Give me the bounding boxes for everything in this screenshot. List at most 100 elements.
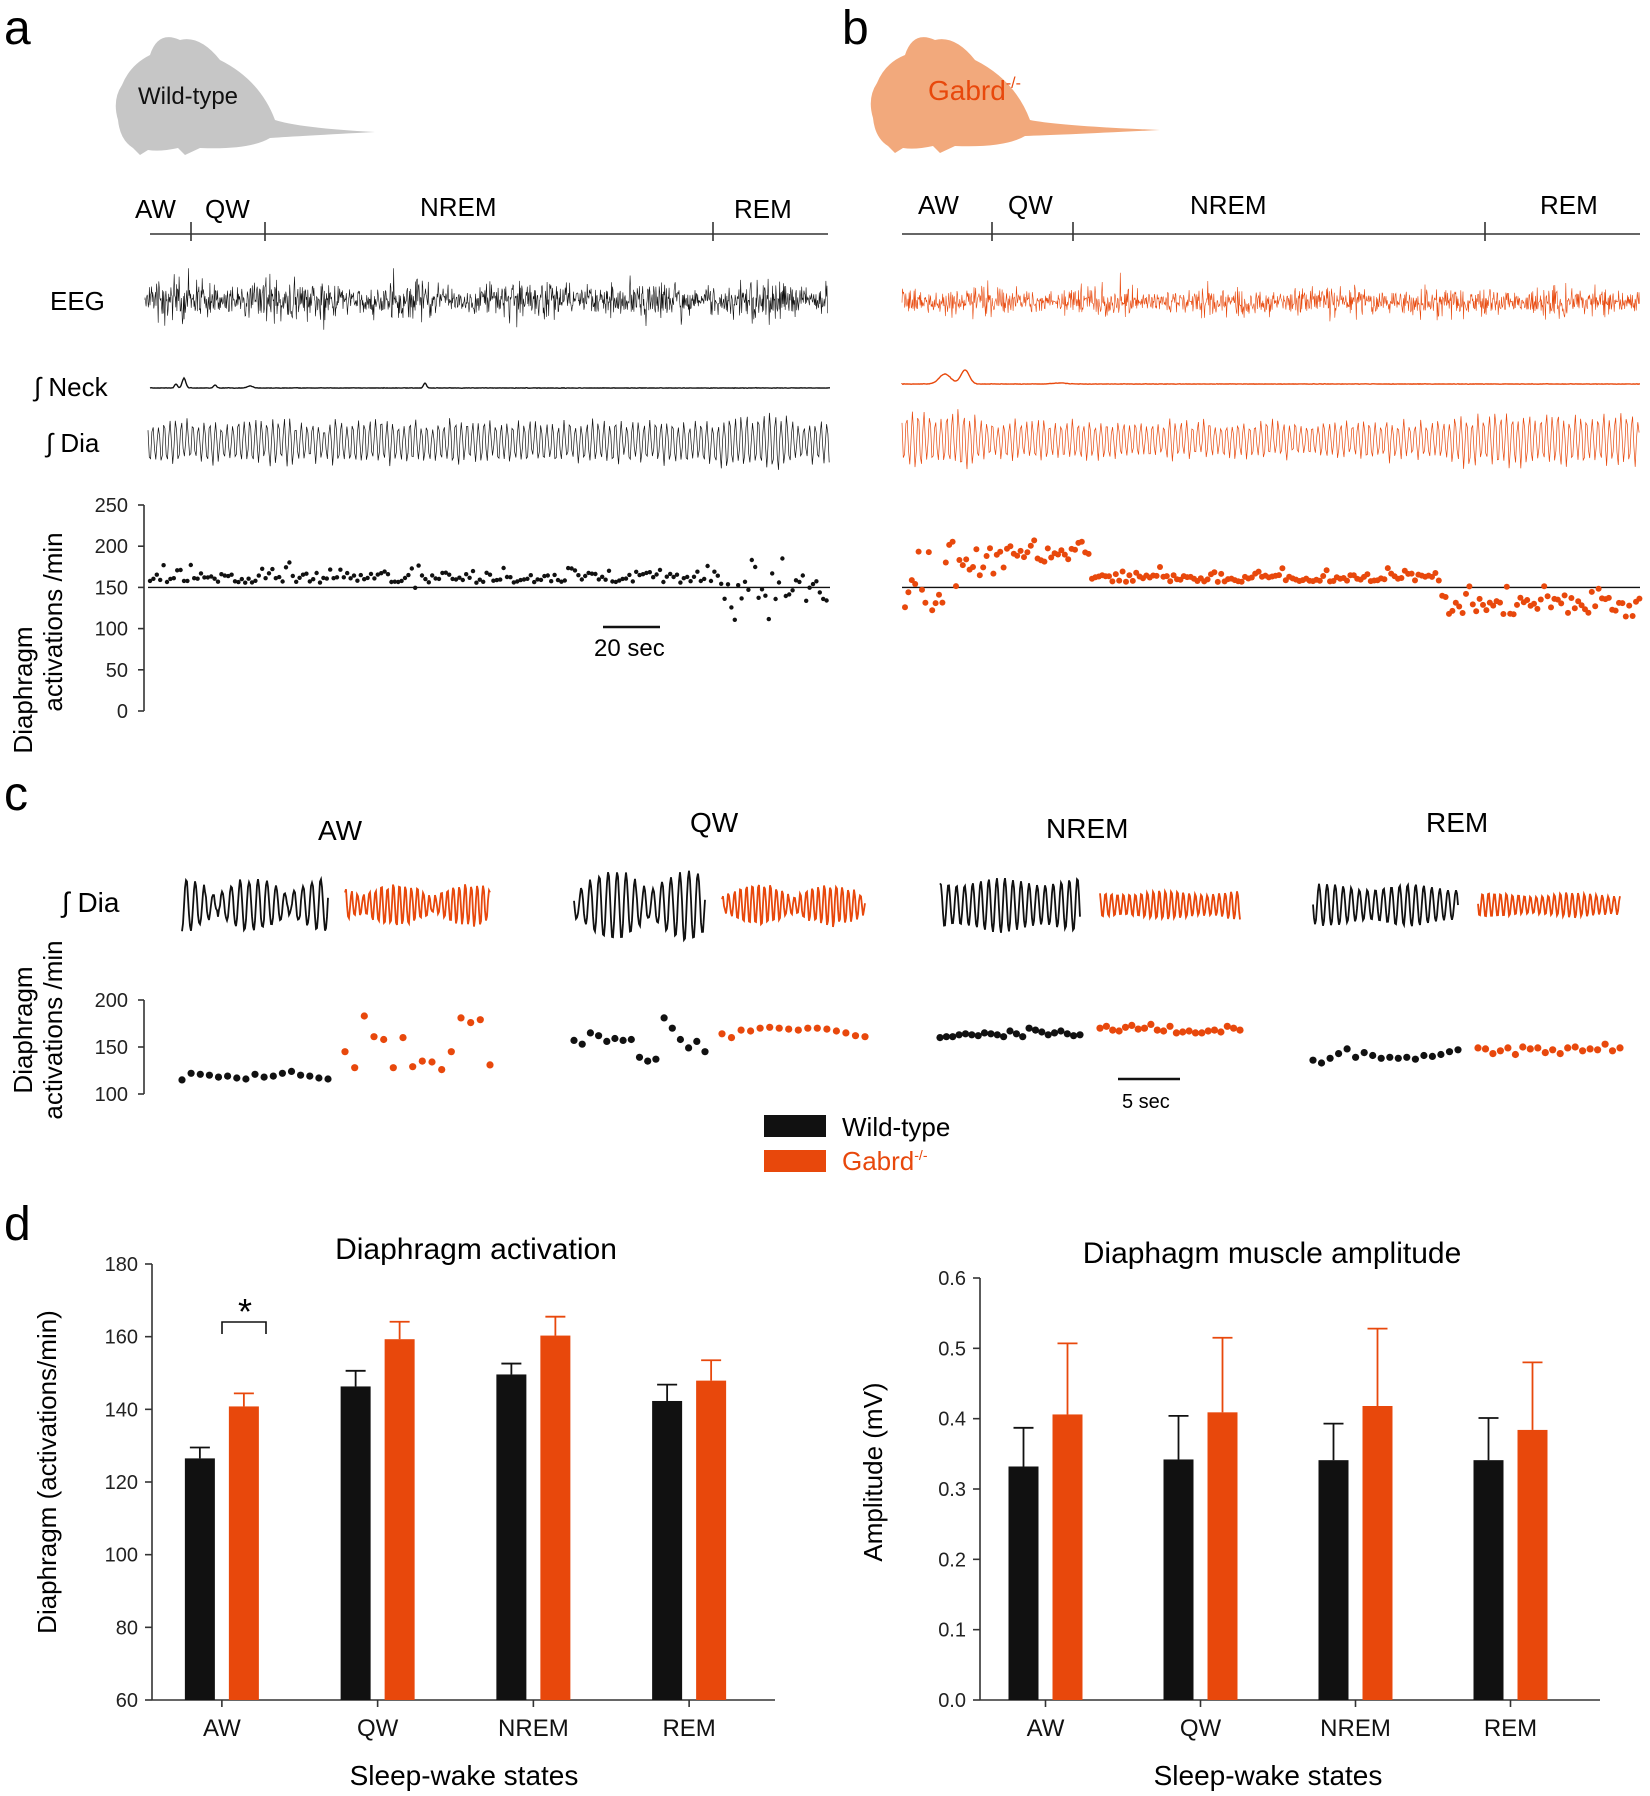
rate-point <box>1024 549 1031 556</box>
rate-c-point-aw-wt <box>315 1074 323 1082</box>
rate-point <box>644 570 649 576</box>
rate-point <box>178 567 183 573</box>
rate-point <box>192 576 197 581</box>
timeline-a <box>150 222 828 241</box>
gabrd-mouse-label-base: Gabrd <box>928 75 1006 106</box>
rate-c-point-nrem-wt <box>1019 1033 1027 1041</box>
rate-point <box>596 577 601 582</box>
rate-point <box>1000 564 1007 571</box>
rate-c-point-rem-ko <box>1481 1045 1490 1053</box>
rate-point <box>1561 592 1568 599</box>
dia-label-c: ∫ Dia <box>60 887 120 918</box>
rate-point <box>664 574 669 579</box>
rate-c-point-aw-ko <box>428 1058 436 1066</box>
dia-trace-c-qw-wt <box>573 870 706 943</box>
rate-c-point-qw-wt <box>693 1037 701 1045</box>
rate-point <box>1238 578 1245 585</box>
rate-point <box>695 569 700 574</box>
rate-point <box>1320 573 1327 579</box>
rate-point <box>749 557 754 563</box>
rate-ytick-label: 0 <box>117 701 128 723</box>
rate-c-point-nrem-ko <box>1179 1028 1187 1036</box>
rate-c-point-qw-ko <box>766 1023 774 1031</box>
rate-point <box>1466 583 1473 590</box>
rate-point <box>1578 602 1585 609</box>
rate-point <box>402 575 408 581</box>
rate-c-point-nrem-ko <box>1153 1026 1161 1034</box>
rate-c-point-qw-ko <box>747 1027 755 1035</box>
rate-c-point-nrem-ko <box>1096 1024 1104 1032</box>
bar-qw-wildtype <box>340 1386 371 1700</box>
scale-bar-a-label: 20 sec <box>594 635 665 662</box>
rate-point <box>341 575 346 580</box>
rate-c-point-rem-ko <box>1608 1047 1617 1055</box>
rate-point <box>171 576 176 581</box>
rate-point <box>1106 573 1112 580</box>
rate-point <box>1048 554 1055 561</box>
rate-c-point-nrem-ko <box>1217 1028 1225 1036</box>
rate-point <box>562 578 567 583</box>
rate-point <box>719 581 724 586</box>
rate-point <box>219 572 224 577</box>
rate-c-point-qw-ko <box>823 1025 831 1033</box>
rate-c-point-rem-wt <box>1309 1056 1317 1064</box>
panel-letter-d: d <box>4 1198 31 1251</box>
bar-aw-gabrd <box>1052 1414 1083 1700</box>
rate-point <box>790 588 795 593</box>
rate-point <box>668 571 673 577</box>
rate-point <box>406 572 411 578</box>
rate-c-point-qw-wt <box>586 1029 595 1037</box>
rate-point <box>1153 572 1160 579</box>
rate-point <box>617 578 622 583</box>
rate-point <box>821 596 826 602</box>
state-c-nrem: NREM <box>1046 813 1128 844</box>
rate-point <box>627 572 632 578</box>
rate-point <box>212 576 217 581</box>
bar-ytick-label: 0.2 <box>938 1549 966 1571</box>
rate-point <box>351 573 357 578</box>
rate-point <box>202 575 207 580</box>
rate-point <box>1459 610 1466 616</box>
legend-swatch-wildtype <box>764 1115 826 1137</box>
rate-c-point-nrem-ko <box>1223 1022 1231 1030</box>
rate-point <box>817 590 822 595</box>
dia-waveform <box>147 412 830 470</box>
rate-c-point-aw-wt <box>269 1072 277 1080</box>
rate-point <box>908 577 915 584</box>
rate-c-point-rem-wt <box>1360 1049 1368 1057</box>
rate-c-point-aw-ko <box>399 1034 407 1042</box>
rate-c-point-nrem-ko <box>1172 1029 1180 1037</box>
rate-point <box>474 580 479 585</box>
rate-point <box>572 568 578 573</box>
rate-point <box>253 578 258 583</box>
rate-point <box>1605 594 1612 601</box>
rate-point <box>1429 573 1435 580</box>
rate-point <box>1500 611 1507 617</box>
rate-c-point-qw-wt <box>685 1044 693 1052</box>
rate-point <box>375 572 380 577</box>
activation-chart-title: Diaphragm activation <box>335 1233 617 1266</box>
rate-point <box>739 596 744 601</box>
rate-point <box>419 573 425 578</box>
dia-trace-c-rem-ko <box>1477 890 1621 920</box>
rate-point <box>158 577 163 583</box>
dia-trace-c-aw-wt <box>181 875 329 933</box>
rate-point <box>1279 565 1286 572</box>
rate-point <box>382 569 387 574</box>
rate-point <box>525 576 530 581</box>
rate-point <box>477 577 482 582</box>
rate-c-point-aw-ko <box>409 1063 417 1071</box>
rate-c-point-aw-wt <box>187 1069 195 1077</box>
rate-point <box>1483 607 1490 614</box>
rate-point <box>1061 551 1068 558</box>
rate-point <box>1017 547 1024 554</box>
rate-point <box>555 577 561 583</box>
rate-c-point-rem-wt <box>1343 1045 1351 1053</box>
activation-chart-ylabel: Diaphragm (activations/min) <box>32 1310 62 1634</box>
bar-xtick-label-aw: AW <box>1027 1715 1065 1742</box>
rate-c-point-aw-ko <box>467 1019 475 1027</box>
rate-c-point-nrem-wt <box>961 1030 970 1038</box>
bar-ytick-label: 120 <box>105 1472 138 1494</box>
rate-point <box>222 573 227 578</box>
